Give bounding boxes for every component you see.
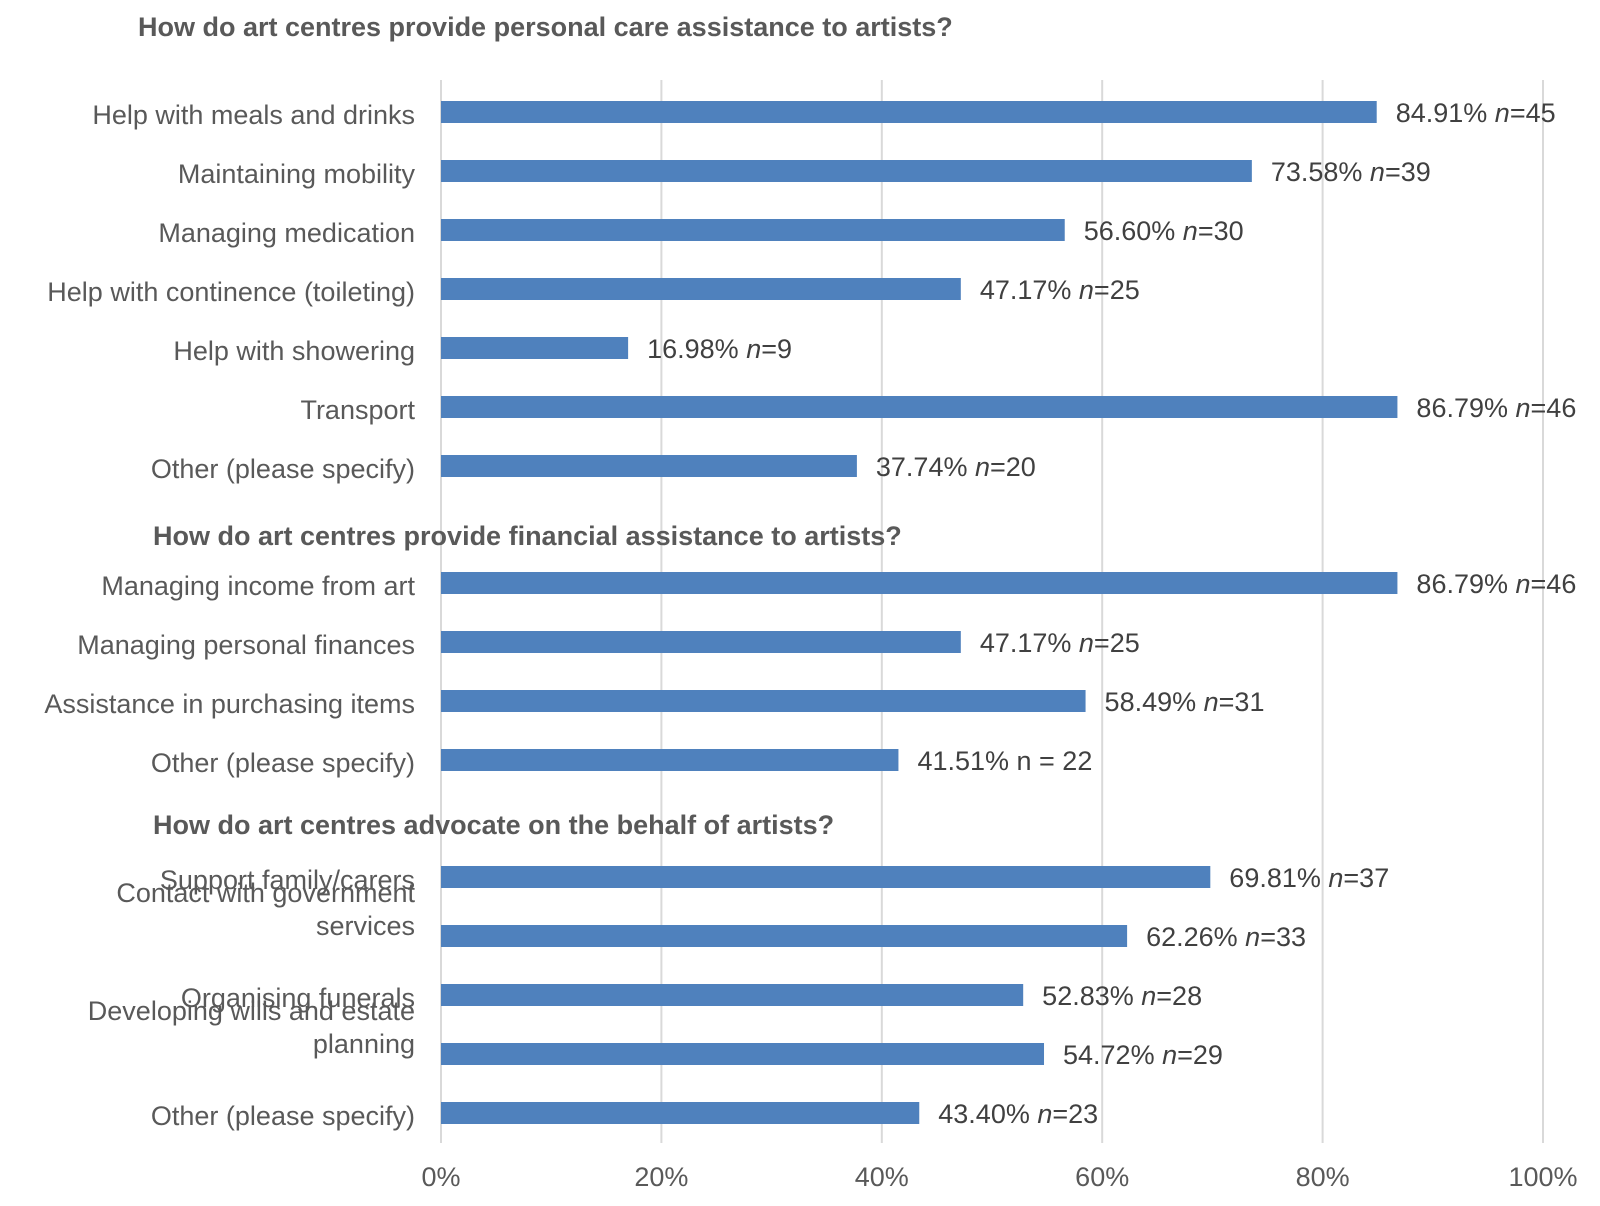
x-tick-label: 0% (421, 1162, 460, 1192)
data-label: 43.40% n=23 (938, 1099, 1098, 1129)
bar (441, 925, 1128, 947)
category-label: Contact with government services (116, 878, 415, 941)
category-label: Help with continence (toileting) (47, 277, 415, 307)
data-label: 58.49% n=31 (1105, 687, 1265, 717)
section-title: How do art centres provide personal care… (138, 12, 953, 42)
data-label: 47.17% n=25 (980, 275, 1140, 305)
data-label: 69.81% n=37 (1229, 863, 1389, 893)
data-label: 47.17% n=25 (980, 628, 1140, 658)
x-tick-label: 40% (855, 1162, 909, 1192)
data-label: 86.79% n=46 (1416, 569, 1576, 599)
section-title: How do art centres provide financial ass… (153, 521, 902, 551)
data-label: 37.74% n=20 (876, 452, 1036, 482)
category-label: Managing medication (158, 218, 415, 248)
category-label: Managing personal finances (77, 630, 415, 660)
category-label-line: services (316, 911, 415, 941)
bar (441, 1043, 1045, 1065)
data-label: 56.60% n=30 (1084, 216, 1244, 246)
category-label: Developing wills and estate planning (88, 996, 415, 1059)
category-label: Managing income from art (101, 571, 415, 601)
bar (441, 631, 961, 653)
data-label: 86.79% n=46 (1416, 393, 1576, 423)
bar (441, 984, 1024, 1006)
category-label-line: Developing wills and estate (88, 996, 415, 1026)
data-label: 54.72% n=29 (1063, 1040, 1223, 1070)
bar (441, 690, 1086, 712)
category-label: Support family/carers (160, 865, 415, 895)
x-tick-label: 60% (1075, 1162, 1129, 1192)
x-tick-label: 80% (1296, 1162, 1350, 1192)
bar (441, 749, 899, 771)
bar (441, 455, 857, 477)
bar (441, 572, 1398, 594)
category-label: Maintaining mobility (178, 159, 416, 189)
bar (441, 396, 1398, 418)
data-label: 52.83% n=28 (1042, 981, 1202, 1011)
category-label: Assistance in purchasing items (44, 689, 415, 719)
bar (441, 1102, 920, 1124)
bar (441, 219, 1065, 241)
category-label: Other (please specify) (151, 748, 415, 778)
category-label: Help with meals and drinks (92, 100, 415, 130)
data-label: 16.98% n=9 (647, 334, 792, 364)
category-label: Help with showering (173, 336, 415, 366)
data-label: 41.51% n = 22 (917, 746, 1092, 776)
section-title: How do art centres advocate on the behal… (153, 810, 834, 840)
bar (441, 866, 1211, 888)
category-label: Organising funerals (181, 983, 415, 1013)
bar (441, 101, 1377, 123)
category-label: Transport (300, 395, 415, 425)
x-tick-label: 100% (1508, 1162, 1577, 1192)
category-label-line: planning (313, 1029, 415, 1059)
data-label: 62.26% n=33 (1146, 922, 1306, 952)
x-tick-label: 20% (634, 1162, 688, 1192)
bar (441, 160, 1252, 182)
category-label: Other (please specify) (151, 1101, 415, 1131)
data-label: 84.91% n=45 (1396, 98, 1556, 128)
category-label: Other (please specify) (151, 454, 415, 484)
bar (441, 278, 961, 300)
bar (441, 337, 629, 359)
data-label: 73.58% n=39 (1271, 157, 1431, 187)
category-label-line: Contact with government (116, 878, 415, 908)
